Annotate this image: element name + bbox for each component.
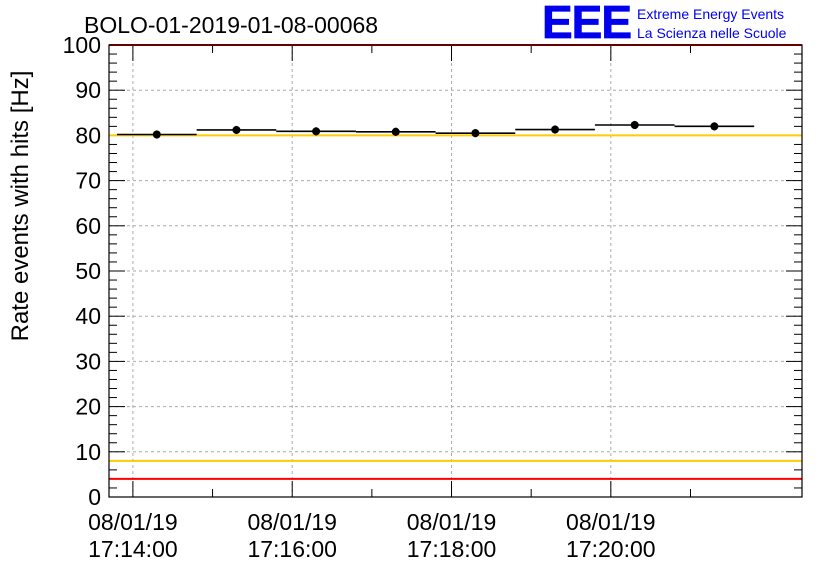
x-tick-label-time: 17:16:00 bbox=[247, 536, 337, 562]
rate-point bbox=[312, 127, 321, 136]
y-tick-label: 50 bbox=[75, 258, 101, 284]
rate-point bbox=[152, 130, 161, 139]
rate-point bbox=[630, 121, 639, 130]
x-tick-label-date: 08/01/19 bbox=[407, 509, 497, 535]
x-tick-label-date: 08/01/19 bbox=[247, 509, 337, 535]
rate-point bbox=[391, 127, 400, 136]
rate-points bbox=[152, 120, 719, 139]
eee-logo-line1: Extreme Energy Events bbox=[637, 6, 784, 22]
y-tick-label: 30 bbox=[75, 348, 101, 374]
y-tick-label: 70 bbox=[75, 168, 101, 194]
y-tick-label: 20 bbox=[75, 394, 101, 420]
y-axis-label: Rate events with hits [Hz] bbox=[7, 71, 34, 342]
rate-point bbox=[471, 129, 480, 138]
chart-title: BOLO-01-2019-01-08-00068 bbox=[84, 12, 378, 38]
y-tick-labels: 0 10 20 30 40 50 60 70 80 90 100 bbox=[63, 32, 101, 510]
y-tick-label: 90 bbox=[75, 77, 101, 103]
y-tick-label: 40 bbox=[75, 303, 101, 329]
x-tick-label-time: 17:20:00 bbox=[566, 536, 656, 562]
x-tick-labels: 08/01/1917:14:0008/01/1917:16:0008/01/19… bbox=[88, 509, 655, 562]
eee-logo-line2: La Scienza nelle Scuole bbox=[637, 25, 787, 41]
y-tick-label: 100 bbox=[63, 32, 101, 58]
eee-logo-mark: EEE bbox=[542, 0, 631, 48]
x-tick-label-time: 17:14:00 bbox=[88, 536, 178, 562]
x-tick-label-date: 08/01/19 bbox=[566, 509, 656, 535]
plot-frame bbox=[108, 44, 803, 498]
rate-point bbox=[710, 122, 719, 131]
x-tick-label-date: 08/01/19 bbox=[88, 509, 178, 535]
rate-point bbox=[551, 125, 560, 134]
eee-logo: EEE Extreme Energy Events La Scienza nel… bbox=[542, 0, 787, 48]
y-tick-label: 10 bbox=[75, 439, 101, 465]
y-tick-label: 0 bbox=[88, 484, 101, 510]
x-tick-label-time: 17:18:00 bbox=[407, 536, 497, 562]
y-tick-label: 80 bbox=[75, 122, 101, 148]
rate-point bbox=[232, 125, 241, 134]
y-tick-label: 60 bbox=[75, 213, 101, 239]
